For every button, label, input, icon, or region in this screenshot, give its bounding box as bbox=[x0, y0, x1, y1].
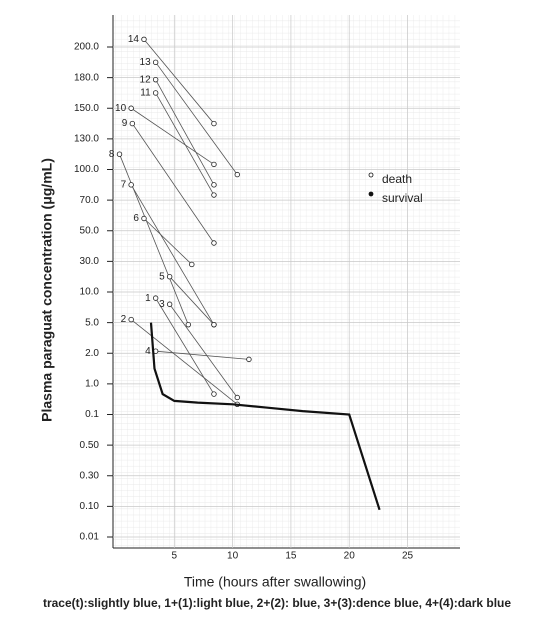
patient-line bbox=[131, 123, 215, 244]
death-point bbox=[128, 105, 134, 111]
patient-line bbox=[143, 39, 215, 124]
legend-marker bbox=[368, 172, 374, 178]
patient-label: 6 bbox=[133, 213, 139, 224]
patient-label: 5 bbox=[159, 271, 165, 282]
patient-line bbox=[130, 319, 238, 405]
death-point bbox=[141, 215, 147, 222]
death-point bbox=[128, 182, 134, 188]
x-tick-label: 20 bbox=[344, 551, 356, 562]
x-axis-label: Time (hours after swallowing) bbox=[184, 574, 366, 590]
patient-line bbox=[143, 218, 193, 265]
death-point bbox=[211, 391, 217, 397]
x-tick-label: 10 bbox=[227, 551, 239, 562]
patient-label: 11 bbox=[140, 88, 151, 99]
patient-line bbox=[169, 304, 238, 398]
legend-marker bbox=[368, 191, 374, 197]
death-point bbox=[166, 301, 173, 307]
y-tick-label: 30.0 bbox=[80, 256, 100, 267]
patient-line bbox=[155, 62, 238, 175]
patient-label: 12 bbox=[140, 74, 152, 85]
patient-label: 9 bbox=[122, 118, 128, 129]
death-point bbox=[246, 356, 252, 363]
death-point bbox=[211, 161, 217, 168]
y-tick-label: 200.0 bbox=[74, 42, 99, 53]
y-tick-label: 50.0 bbox=[80, 225, 100, 236]
y-tick-label: 2.0 bbox=[85, 348, 99, 359]
patient-label: 14 bbox=[128, 34, 140, 45]
y-tick-label: 100.0 bbox=[74, 164, 99, 175]
patient-line bbox=[169, 276, 215, 325]
patient-label: 10 bbox=[115, 103, 127, 114]
patient-line bbox=[130, 107, 215, 165]
plot-background bbox=[113, 15, 460, 548]
y-tick-label: 150.0 bbox=[74, 103, 99, 114]
death-point bbox=[211, 182, 217, 188]
patient-line bbox=[155, 79, 215, 186]
y-tick-label: 1.0 bbox=[85, 379, 99, 390]
y-tick-label: 70.0 bbox=[80, 195, 100, 206]
y-tick-label: 0.30 bbox=[80, 470, 100, 481]
death-point bbox=[211, 240, 217, 246]
y-tick-label: 0.1 bbox=[85, 409, 99, 420]
patient-label: 3 bbox=[159, 299, 165, 310]
trace-curve bbox=[149, 322, 381, 511]
patient-label: 8 bbox=[109, 149, 115, 160]
patient-line bbox=[130, 184, 215, 325]
death-point bbox=[141, 36, 147, 43]
death-point bbox=[129, 120, 136, 127]
y-tick-label: 10.0 bbox=[80, 287, 100, 298]
death-point bbox=[152, 59, 159, 66]
patient-line bbox=[155, 92, 215, 196]
y-tick-label: 0.10 bbox=[80, 501, 100, 512]
y-tick-label: 130.0 bbox=[74, 134, 99, 145]
death-point bbox=[128, 316, 134, 323]
y-tick-label: 0.50 bbox=[80, 440, 100, 451]
death-point bbox=[234, 394, 240, 401]
death-point bbox=[152, 295, 159, 301]
x-tick-label: 5 bbox=[172, 551, 178, 562]
patient-label: 7 bbox=[121, 179, 127, 190]
death-point bbox=[166, 273, 173, 280]
legend-label: survival bbox=[382, 191, 423, 205]
death-point bbox=[152, 90, 159, 96]
x-tick-label: 15 bbox=[285, 551, 297, 562]
death-point bbox=[116, 151, 123, 157]
death-point bbox=[189, 261, 195, 268]
patient-label: 1 bbox=[145, 293, 151, 304]
patient-label: 4 bbox=[145, 346, 151, 357]
patient-line bbox=[155, 350, 249, 360]
death-point bbox=[211, 120, 217, 127]
death-point bbox=[152, 76, 159, 83]
y-axis-label: Plasma paraguat concentration (μg/mL) bbox=[39, 158, 55, 422]
patient-label: 13 bbox=[140, 57, 152, 68]
death-point bbox=[185, 321, 191, 328]
legend-label: death bbox=[382, 172, 412, 186]
death-point bbox=[211, 192, 217, 198]
death-point bbox=[211, 321, 217, 328]
caption: trace(t):slightly blue, 1+(1):light blue… bbox=[43, 596, 511, 610]
death-point bbox=[234, 171, 240, 178]
patient-label: 2 bbox=[121, 314, 127, 325]
y-tick-label: 5.0 bbox=[85, 317, 99, 328]
x-tick-label: 25 bbox=[402, 551, 414, 562]
y-tick-label: 0.01 bbox=[80, 532, 100, 543]
y-tick-label: 180.0 bbox=[74, 72, 99, 83]
